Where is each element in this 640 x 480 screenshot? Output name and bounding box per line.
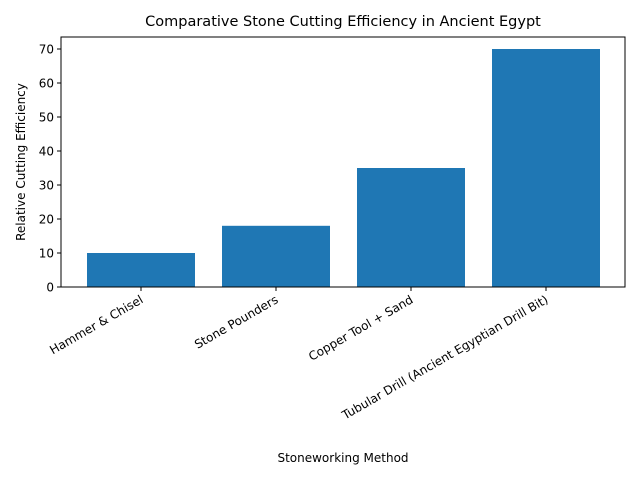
x-tick-label: Hammer & Chisel	[47, 292, 145, 357]
y-tick-label: 60	[39, 77, 54, 91]
x-tick-label: Stone Pounders	[192, 292, 280, 351]
bar	[357, 168, 465, 287]
x-axis-label: Stoneworking Method	[277, 451, 408, 465]
chart-title: Comparative Stone Cutting Efficiency in …	[145, 14, 541, 30]
bar	[87, 253, 195, 287]
x-tick-label: Copper Tool + Sand	[306, 292, 415, 363]
y-tick-label: 70	[39, 43, 54, 57]
axes-frame	[60, 36, 626, 288]
y-tick-label: 50	[39, 111, 54, 125]
y-axis-ticks: 0 10 20 30 40 50 60 70	[39, 43, 61, 295]
y-axis-label: Relative Cutting Efficiency	[14, 83, 28, 241]
x-tick-label: Tubular Drill (Ancient Egyptian Drill Bi…	[339, 292, 551, 422]
y-tick-label: 40	[39, 145, 54, 159]
bars	[87, 49, 600, 287]
y-tick-label: 20	[39, 213, 54, 227]
y-tick-label: 10	[39, 247, 54, 261]
x-axis-ticks: Hammer & Chisel Stone Pounders Copper Tool…	[47, 287, 551, 423]
y-tick-label: 0	[46, 281, 54, 295]
bar	[222, 225, 330, 287]
bar	[492, 49, 600, 287]
y-tick-label: 30	[39, 179, 54, 193]
